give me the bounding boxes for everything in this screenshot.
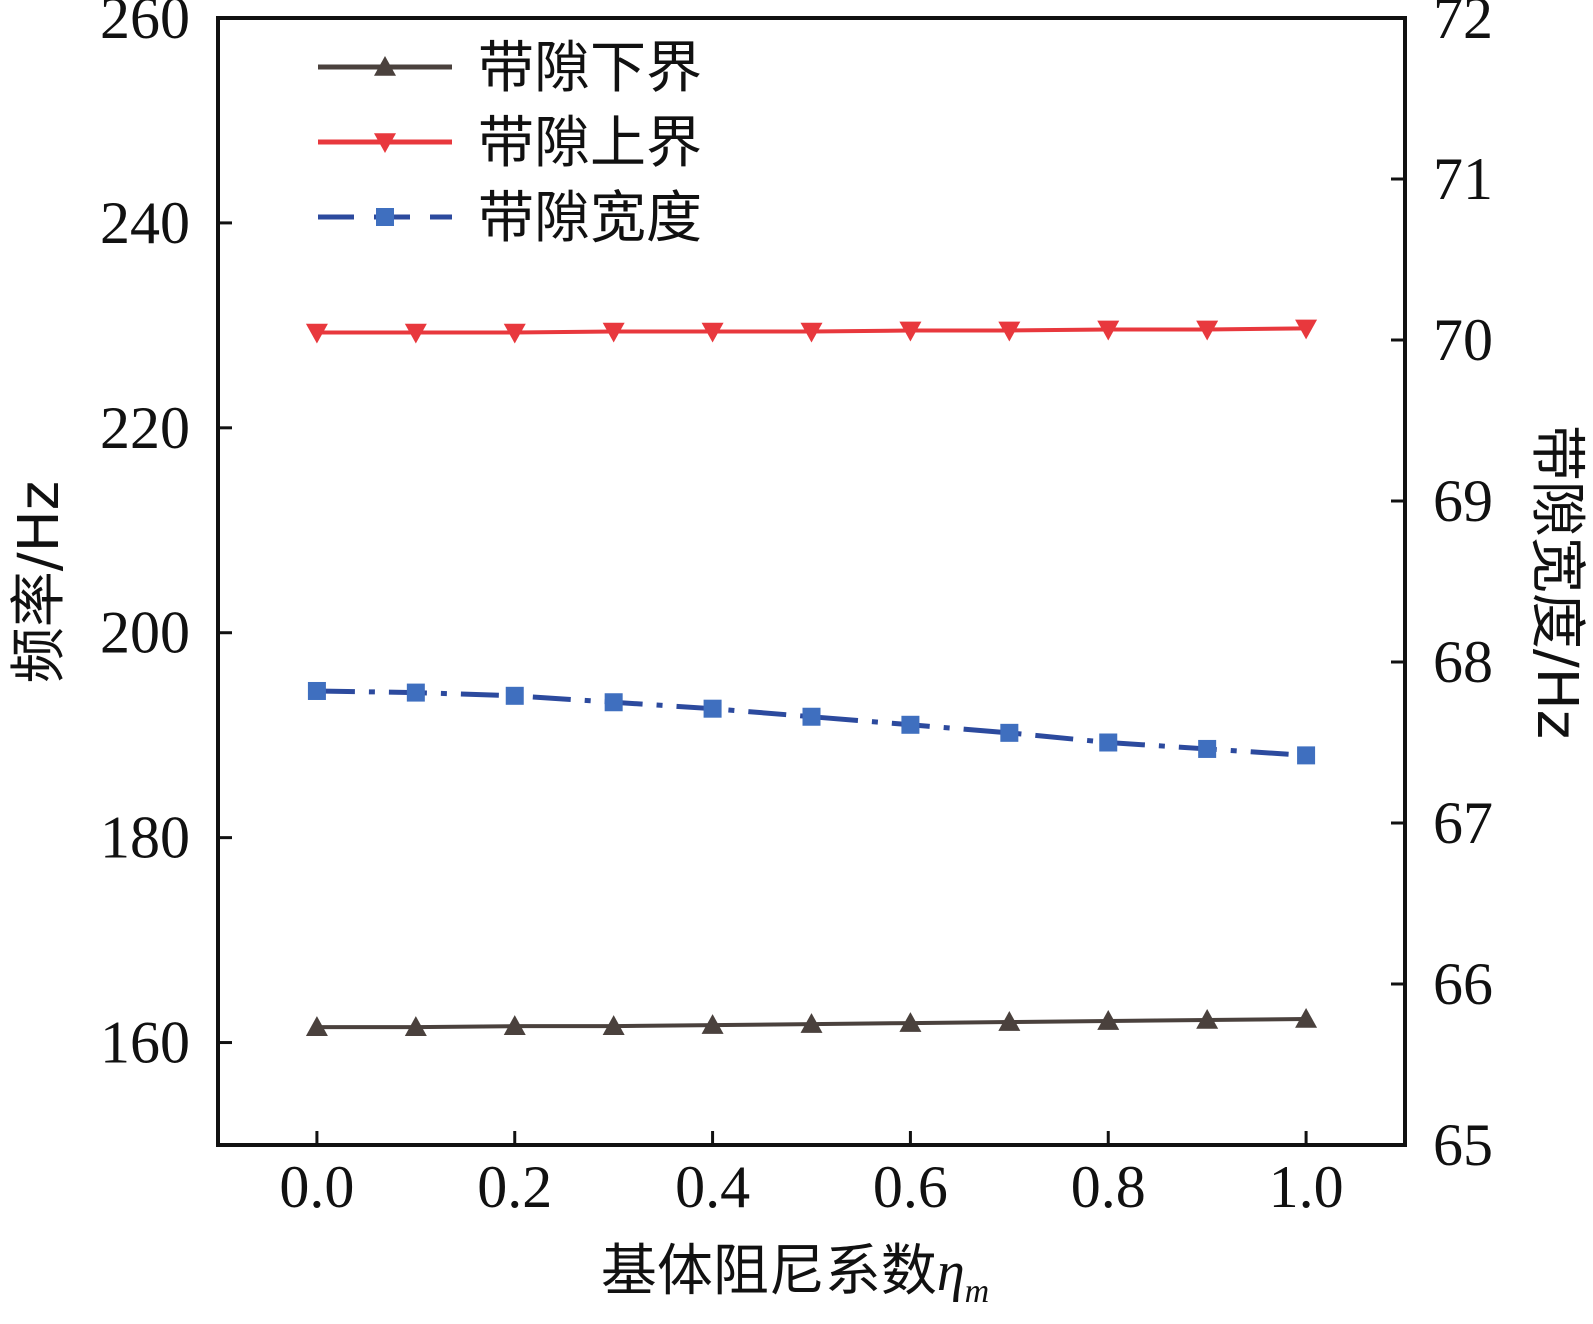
x-tick-label: 0.6 bbox=[873, 1154, 948, 1220]
series-layer bbox=[305, 319, 1318, 1036]
left-tick-label: 200 bbox=[100, 600, 190, 666]
x-axis-title: 基体阻尼系数ηm bbox=[601, 1239, 989, 1310]
series-2-point bbox=[503, 323, 526, 344]
left-axis-title: 频率/Hz bbox=[7, 481, 72, 683]
series-1-point bbox=[800, 1013, 823, 1033]
plot-frame bbox=[216, 16, 1407, 1147]
legend-marker-3 bbox=[376, 208, 394, 226]
series-3-point bbox=[703, 699, 722, 718]
series-2-point bbox=[800, 322, 823, 343]
series-1-point bbox=[503, 1015, 526, 1035]
series-1-point bbox=[998, 1011, 1021, 1031]
x-axis-ticks: 0.0 0.2 0.4 0.6 0.8 1.0 bbox=[279, 1131, 1344, 1220]
left-tick-label: 240 bbox=[100, 190, 190, 256]
series-1-point bbox=[305, 1016, 328, 1036]
series-2-point bbox=[602, 322, 625, 343]
series-1-point bbox=[404, 1016, 427, 1036]
x-axis-subscript: m bbox=[965, 1273, 990, 1310]
series-1-point bbox=[899, 1012, 922, 1032]
left-tick-label: 220 bbox=[100, 395, 190, 461]
right-tick-label: 72 bbox=[1433, 0, 1493, 51]
series-3-point bbox=[406, 683, 425, 702]
x-tick-label: 0.0 bbox=[279, 1154, 354, 1220]
series-3-point bbox=[307, 681, 326, 700]
series-3-point bbox=[802, 707, 821, 726]
series-3-point bbox=[505, 686, 524, 705]
series-2-point bbox=[1196, 320, 1219, 341]
series-3-point bbox=[604, 693, 623, 712]
right-tick-label: 70 bbox=[1433, 307, 1493, 373]
series-2-point bbox=[1295, 319, 1318, 340]
legend-marker-2 bbox=[374, 133, 396, 153]
series-2-point bbox=[998, 321, 1021, 342]
x-axis-symbol: η bbox=[937, 1241, 965, 1303]
right-tick-label: 71 bbox=[1433, 146, 1493, 212]
right-tick-label: 69 bbox=[1433, 468, 1493, 534]
left-tick-label: 260 bbox=[100, 0, 190, 51]
series-3-point bbox=[1099, 733, 1118, 752]
series-2-point bbox=[899, 321, 922, 342]
right-tick-label: 67 bbox=[1433, 790, 1493, 856]
series-1-point bbox=[701, 1014, 724, 1034]
left-tick-label: 160 bbox=[100, 1010, 190, 1076]
series-2-point bbox=[1097, 320, 1120, 341]
x-axis-title-text: 基体阻尼系数 bbox=[601, 1239, 937, 1304]
legend-label-3: 带隙宽度 bbox=[478, 186, 702, 251]
series-line-3 bbox=[316, 688, 1307, 758]
left-tick-label: 180 bbox=[100, 805, 190, 871]
series-2-point bbox=[305, 323, 328, 344]
x-tick-label: 0.8 bbox=[1071, 1154, 1146, 1220]
series-3-point bbox=[1297, 746, 1316, 765]
x-tick-label: 0.4 bbox=[675, 1154, 750, 1220]
series-3-point bbox=[901, 715, 920, 734]
series-1-point bbox=[1295, 1007, 1318, 1028]
series-1-point bbox=[602, 1015, 625, 1035]
right-axis-title: 带隙宽度/Hz bbox=[1524, 425, 1589, 739]
left-axis-ticks: 160 180 200 220 240 260 bbox=[100, 0, 232, 1076]
right-tick-label: 66 bbox=[1433, 951, 1493, 1017]
series-1-point bbox=[1097, 1010, 1120, 1030]
legend-marker-1 bbox=[374, 56, 396, 76]
legend-label-1: 带隙下界 bbox=[478, 36, 702, 101]
series-3-point bbox=[1198, 739, 1217, 758]
legend-label-2: 带隙上界 bbox=[478, 111, 702, 176]
x-tick-label: 0.2 bbox=[477, 1154, 552, 1220]
right-tick-label: 68 bbox=[1433, 629, 1493, 695]
right-axis-ticks: 65 66 67 68 69 70 71 72 bbox=[1391, 0, 1493, 1178]
series-2-point bbox=[404, 323, 427, 344]
series-1-point bbox=[1196, 1009, 1219, 1029]
x-tick-label: 1.0 bbox=[1269, 1154, 1344, 1220]
series-2-point bbox=[701, 322, 724, 343]
right-tick-label: 65 bbox=[1433, 1112, 1493, 1178]
series-3-point bbox=[1000, 723, 1019, 742]
